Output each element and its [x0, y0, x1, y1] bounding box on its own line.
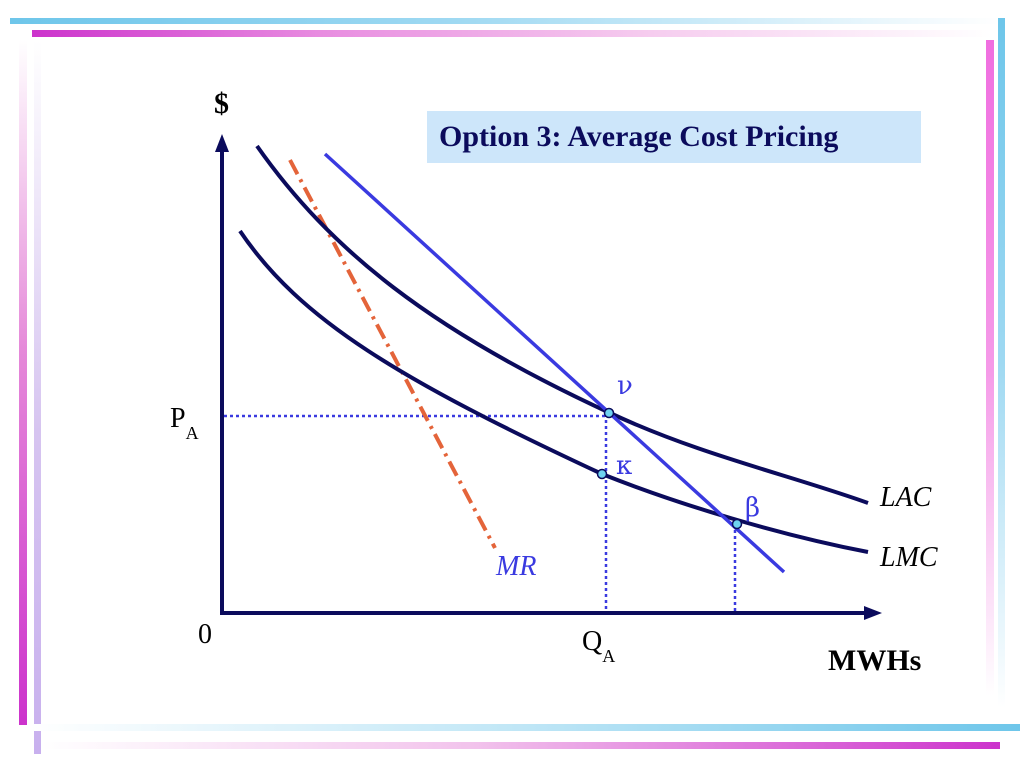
price-label: PA: [170, 403, 199, 443]
mr-curve: [288, 159, 497, 549]
nu-label: ν: [617, 371, 633, 401]
title-box: Option 3: Average Cost Pricing: [427, 111, 921, 163]
point-nu: [603, 407, 615, 419]
origin-label: 0: [198, 619, 212, 650]
lac-label: LAC: [879, 482, 932, 513]
decor-bar-left-lavender: [34, 40, 41, 754]
demand-curve: [323, 152, 786, 574]
kappa-label: κ: [616, 451, 632, 481]
lac-curve: [255, 144, 869, 505]
price-label-sub: A: [186, 423, 199, 443]
mr-label: MR: [495, 551, 536, 582]
decor-bar-top-magenta: [32, 30, 992, 37]
point-beta: [731, 518, 743, 530]
decor-bar-right-pink: [986, 40, 994, 696]
y-axis-arrowhead: [215, 134, 229, 152]
decor-bar-bottom-blue: [30, 724, 1020, 731]
decor-bar-left-magenta: [19, 40, 27, 725]
lmc-label: LMC: [879, 542, 938, 573]
lmc-curve: [238, 229, 869, 554]
x-axis-arrowhead: [864, 606, 882, 620]
quantity-label-main: Q: [582, 626, 602, 657]
decor-bar-top-blue: [10, 18, 1000, 24]
slide-title: Option 3: Average Cost Pricing: [439, 120, 839, 153]
beta-label: β: [745, 493, 760, 523]
decor-bar-right-blue: [998, 18, 1005, 708]
decor-bar-bottom-magenta: [42, 742, 1000, 749]
point-kappa: [596, 468, 608, 480]
y-axis-label: $: [214, 87, 229, 120]
quantity-label-sub: A: [602, 646, 615, 666]
quantity-label: QA: [582, 626, 615, 666]
x-axis-label: MWHs: [828, 644, 921, 677]
price-label-main: P: [170, 403, 186, 434]
